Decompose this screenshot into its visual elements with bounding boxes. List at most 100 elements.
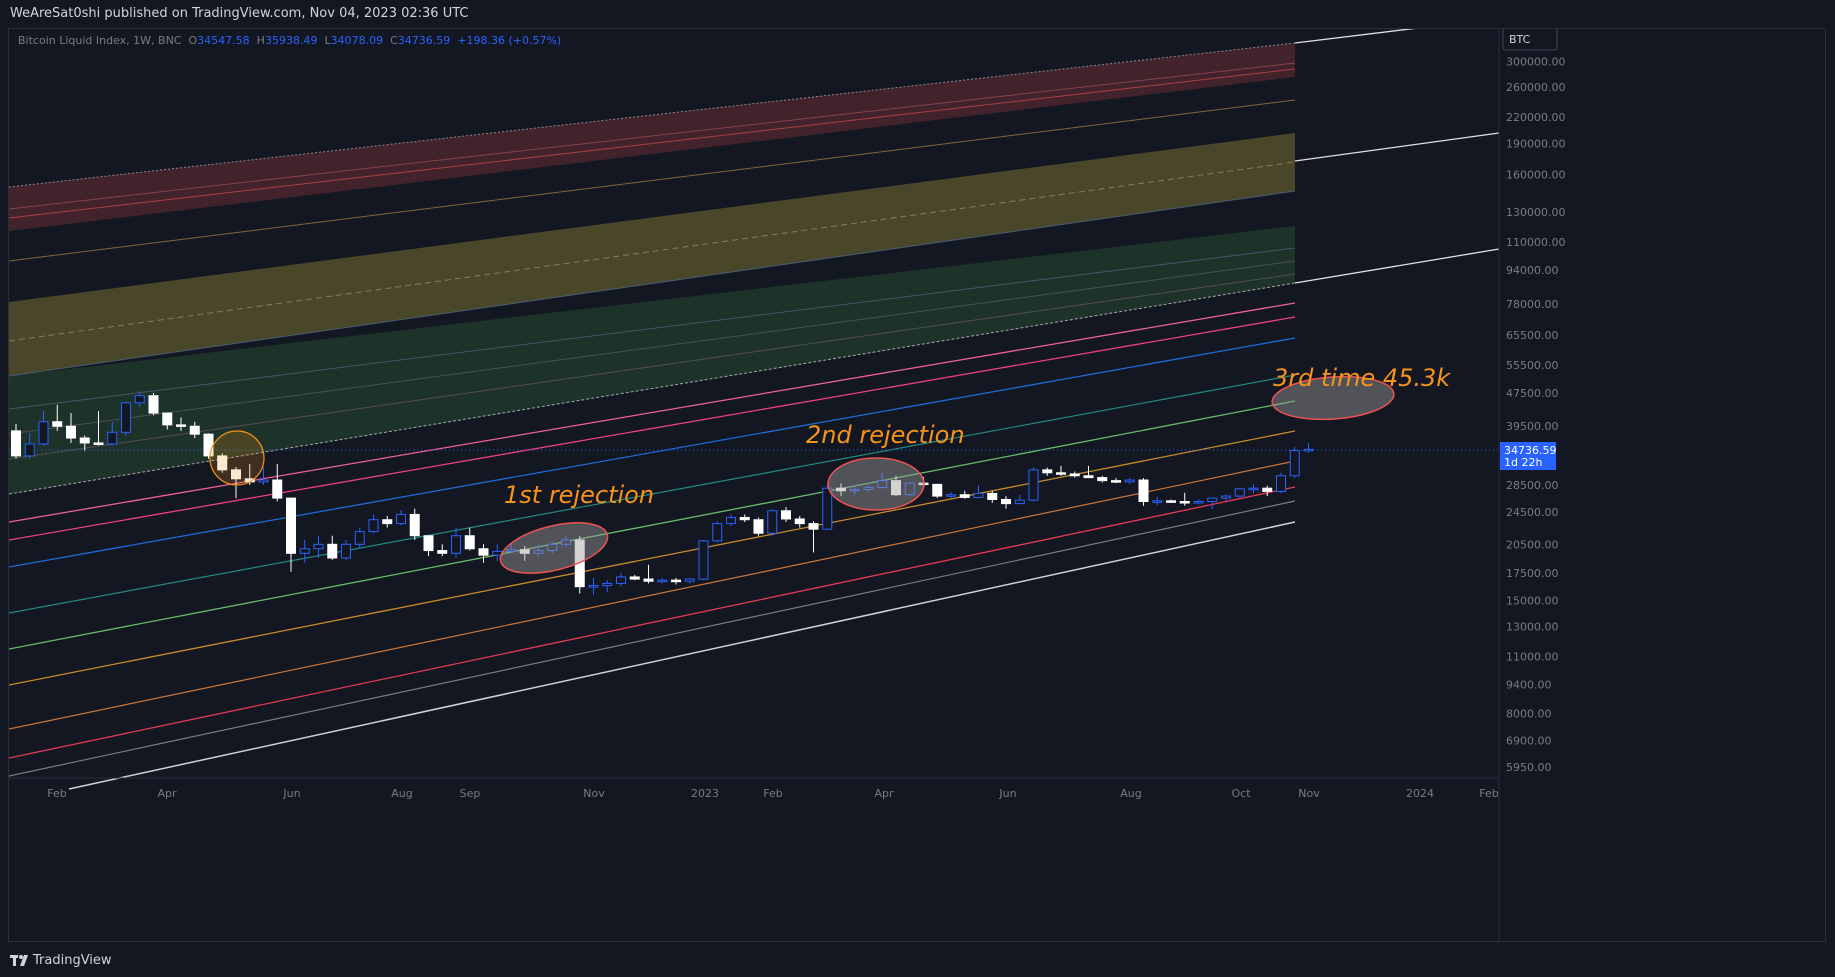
candle-body xyxy=(1179,501,1190,504)
candle-body xyxy=(93,442,104,445)
diag-line-orange-2 xyxy=(9,460,1296,730)
candle-body xyxy=(753,519,764,534)
last-price-value: 34736.59 xyxy=(1504,444,1557,457)
candle-body xyxy=(849,488,860,492)
watermark-bar: TradingView xyxy=(0,944,1835,977)
open-value: 34547.58 xyxy=(197,34,250,47)
candle-body xyxy=(492,550,503,556)
candle-body xyxy=(959,494,970,498)
candle-body xyxy=(1124,479,1135,483)
change-value: +198.36 (+0.57%) xyxy=(457,34,562,47)
diag-line-green xyxy=(9,400,1296,650)
candle-body xyxy=(286,497,296,554)
candle-body xyxy=(602,582,613,587)
candle-body xyxy=(176,424,186,427)
time-tick-label: Feb xyxy=(47,787,66,800)
candle-body xyxy=(409,513,420,537)
time-tick-label: 2023 xyxy=(691,787,719,800)
candle-body xyxy=(368,519,379,533)
trend-line-top xyxy=(1294,29,1416,44)
candle-body xyxy=(107,431,118,445)
diag-line-pink-2 xyxy=(9,316,1296,541)
candle-body xyxy=(1234,488,1245,497)
candle-body xyxy=(1042,469,1053,474)
candle-body xyxy=(1207,497,1218,503)
countdown-value: 1d 22h xyxy=(1504,456,1542,469)
price-tick-label: 24500.00 xyxy=(1506,506,1559,519)
tradingview-logo-icon xyxy=(10,955,28,966)
price-tick-label: 20500.00 xyxy=(1506,538,1559,551)
candle-body xyxy=(561,539,571,545)
time-ticks: Feb Apr Jun Aug Sep Nov 2023 Feb Apr Jun Aug Oct Nov… xyxy=(47,787,1498,800)
currency-label[interactable]: BTC xyxy=(1509,33,1531,46)
candle-body xyxy=(121,402,131,433)
breakdown-circle xyxy=(209,430,265,486)
diag-line-blue xyxy=(9,337,1296,568)
candle-body xyxy=(836,487,846,492)
candle-body xyxy=(24,443,35,457)
time-tick-label: Jun xyxy=(998,787,1016,800)
second-rejection-label: 2nd rejection xyxy=(806,421,965,449)
candle-body xyxy=(299,548,310,554)
candle-body xyxy=(1248,487,1259,491)
candle-body xyxy=(79,437,90,444)
candle-body xyxy=(258,479,269,483)
time-tick-label: Jun xyxy=(282,787,300,800)
candle-body xyxy=(671,579,681,583)
price-tick-label: 160000.00 xyxy=(1506,168,1566,181)
time-tick-label: Feb xyxy=(763,787,782,800)
diag-line-orange xyxy=(9,430,1296,686)
publisher-text: WeAreSat0shi published on TradingView.co… xyxy=(10,6,469,21)
candle-body xyxy=(519,549,530,554)
candle-body xyxy=(423,535,434,552)
candle-body xyxy=(932,483,943,497)
third-time-label: 3rd time 45.3k xyxy=(1273,364,1451,392)
price-tick-label: 28500.00 xyxy=(1506,479,1559,492)
price-tick-label: 220000.00 xyxy=(1506,111,1566,124)
price-tick-label: 190000.00 xyxy=(1506,137,1566,150)
candle-body xyxy=(1056,472,1066,475)
candle-body xyxy=(217,455,228,471)
orange-line-1 xyxy=(9,99,1296,262)
candle-body xyxy=(1083,475,1094,479)
candle-body xyxy=(341,543,351,559)
currency-button[interactable] xyxy=(1502,29,1558,51)
candle-body xyxy=(52,421,63,427)
price-ticks: 300000.00 260000.00 220000.00 190000.00 1600… xyxy=(1506,55,1566,774)
price-tick-label: 8000.00 xyxy=(1506,708,1552,721)
chart-pane[interactable]: 1st rejection 2nd rejection 3rd time 45.… xyxy=(8,28,1826,942)
candle-body xyxy=(148,395,159,414)
price-chart[interactable]: 1st rejection 2nd rejection 3rd time 45.… xyxy=(9,29,1826,942)
candle-body xyxy=(1138,479,1149,503)
candle-body xyxy=(11,430,21,457)
candle-body xyxy=(38,421,49,445)
candle-body xyxy=(767,510,778,534)
candle-body xyxy=(904,482,915,496)
candle-body xyxy=(1193,501,1204,504)
publish-info-bar: WeAreSat0shi published on TradingView.co… xyxy=(0,0,1835,28)
candle-body xyxy=(189,425,200,435)
candle-body xyxy=(808,523,819,530)
time-tick-label: Apr xyxy=(874,787,894,800)
candle-body xyxy=(629,576,640,580)
candle-body xyxy=(877,480,888,489)
third-target-ellipse xyxy=(1271,375,1395,421)
candle-body xyxy=(1152,500,1163,503)
band-green-fill xyxy=(9,226,1295,494)
time-tick-label: Apr xyxy=(157,787,177,800)
candle-body xyxy=(657,579,668,583)
price-tick-label: 6900.00 xyxy=(1506,734,1552,747)
yellow-band-mid xyxy=(9,161,1296,342)
candle-body xyxy=(1303,448,1314,452)
price-tick-label: 78000.00 xyxy=(1506,298,1559,311)
candle-body xyxy=(973,492,984,498)
candle-body xyxy=(726,516,736,525)
price-tick-label: 47500.00 xyxy=(1506,387,1559,400)
candle-body xyxy=(547,543,558,552)
red-band-line xyxy=(9,68,1296,219)
yellow-band-bottom xyxy=(9,190,1296,377)
candle-body xyxy=(478,548,489,556)
candle-body xyxy=(1097,477,1108,482)
diag-line-red xyxy=(9,486,1296,759)
candle-body xyxy=(1221,495,1231,499)
